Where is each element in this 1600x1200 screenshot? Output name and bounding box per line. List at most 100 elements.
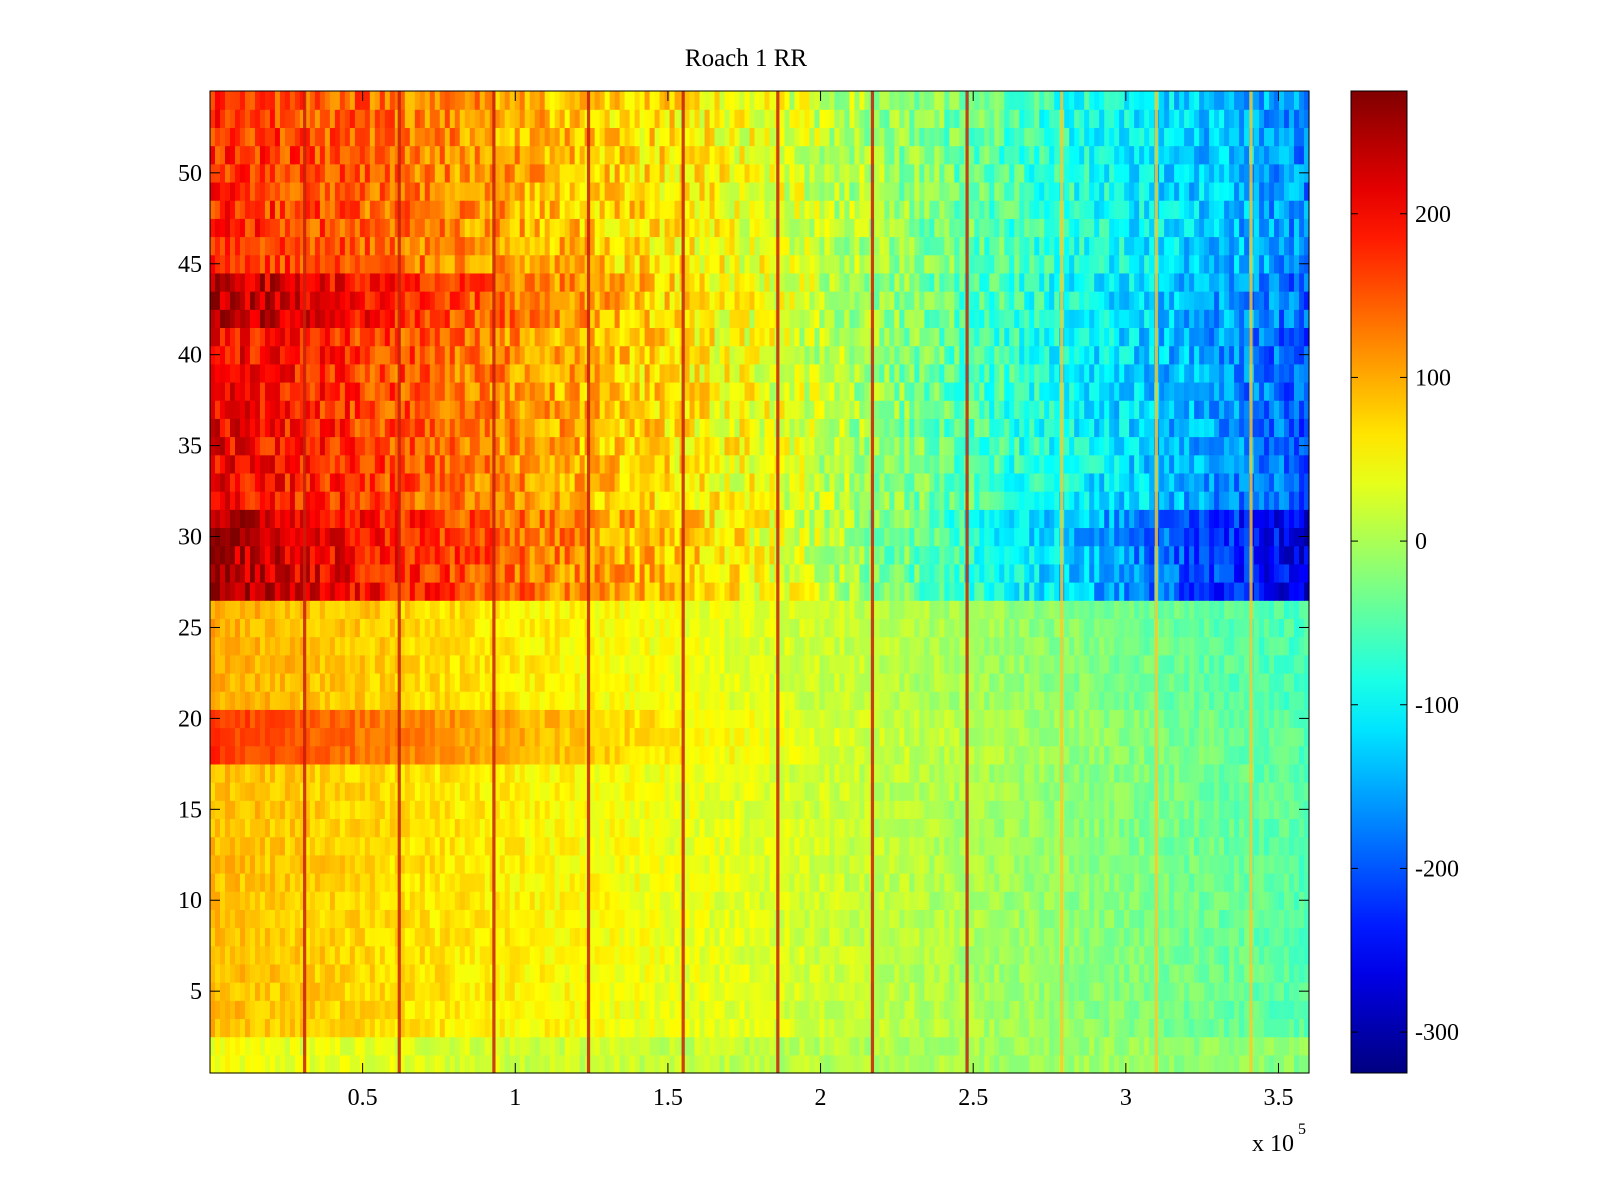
heatmap-cell bbox=[509, 672, 516, 692]
heatmap-cell bbox=[1224, 927, 1230, 947]
heatmap-cell bbox=[1269, 782, 1275, 801]
heatmap-cell bbox=[239, 782, 246, 801]
heatmap-cell bbox=[844, 982, 851, 1001]
heatmap-cell bbox=[969, 872, 975, 892]
heatmap-cell bbox=[824, 818, 831, 838]
heatmap-cell bbox=[529, 1036, 536, 1056]
heatmap-cell bbox=[729, 1018, 736, 1038]
heatmap-cell bbox=[749, 745, 756, 765]
heatmap-cell bbox=[684, 727, 691, 747]
heatmap-cell bbox=[1279, 818, 1285, 838]
heatmap-cell bbox=[1279, 872, 1285, 892]
heatmap-cell bbox=[224, 854, 231, 874]
heatmap-cell bbox=[1289, 800, 1295, 820]
heatmap-cell bbox=[219, 1018, 226, 1038]
heatmap-cell bbox=[374, 945, 381, 965]
heatmap-cell bbox=[934, 654, 940, 674]
heatmap-cell bbox=[619, 1000, 626, 1020]
heatmap-cell bbox=[354, 982, 361, 1001]
heatmap-cell bbox=[574, 982, 581, 1001]
heatmap-cell bbox=[509, 1000, 516, 1020]
heatmap-cell bbox=[1189, 982, 1195, 1001]
heatmap-cell bbox=[389, 763, 396, 783]
heatmap-cell bbox=[594, 800, 601, 820]
heatmap-cell bbox=[524, 763, 531, 783]
heatmap-cell bbox=[929, 1054, 935, 1074]
heatmap-cell bbox=[709, 1018, 716, 1038]
heatmap-cell bbox=[314, 672, 321, 692]
heatmap-cell bbox=[904, 782, 910, 801]
heatmap-cell bbox=[1174, 782, 1180, 801]
heatmap-cell bbox=[229, 745, 236, 765]
heatmap-cell bbox=[789, 891, 796, 910]
heatmap-cell bbox=[1039, 763, 1045, 783]
heatmap-cell bbox=[759, 818, 766, 838]
heatmap-cell bbox=[614, 1054, 621, 1074]
heatmap-cell bbox=[1279, 1018, 1285, 1038]
heatmap-cell bbox=[929, 654, 935, 674]
heatmap-cell bbox=[1064, 909, 1070, 929]
heatmap-cell bbox=[224, 982, 231, 1001]
heatmap-cell bbox=[699, 818, 706, 838]
heatmap-cell bbox=[1089, 800, 1095, 820]
heatmap-cell bbox=[674, 654, 681, 674]
heatmap-cell bbox=[684, 982, 691, 1001]
heatmap-cell bbox=[284, 800, 291, 820]
heatmap-cell bbox=[484, 1018, 491, 1038]
heatmap-cell bbox=[924, 654, 930, 674]
heatmap-cell bbox=[464, 1000, 471, 1020]
heatmap-cell bbox=[1229, 982, 1235, 1001]
heatmap-cell bbox=[269, 963, 276, 983]
heatmap-cell bbox=[959, 909, 965, 929]
heatmap-cell bbox=[409, 1054, 416, 1074]
heatmap-cell bbox=[694, 782, 701, 801]
heatmap-cell bbox=[279, 709, 286, 729]
heatmap-cell bbox=[579, 945, 586, 965]
heatmap-cell bbox=[684, 654, 691, 674]
heatmap-cell bbox=[1179, 963, 1185, 983]
heatmap-cell bbox=[319, 1054, 326, 1074]
heatmap-cell bbox=[769, 854, 776, 874]
heatmap-cell bbox=[1274, 872, 1280, 892]
heatmap-cell bbox=[409, 763, 416, 783]
heatmap-cell bbox=[469, 745, 476, 765]
heatmap-cell bbox=[289, 1036, 296, 1056]
heatmap-cell bbox=[414, 818, 421, 838]
heatmap-cell bbox=[949, 909, 955, 929]
heatmap-cell bbox=[969, 1018, 975, 1038]
heatmap-cell bbox=[319, 709, 326, 729]
heatmap-cell bbox=[874, 709, 880, 729]
heatmap-cell bbox=[634, 672, 641, 692]
heatmap-cell bbox=[694, 963, 701, 983]
heatmap-cell bbox=[1294, 909, 1300, 929]
heatmap-cell bbox=[569, 1054, 576, 1074]
heatmap-cell bbox=[299, 818, 306, 838]
heatmap-cell bbox=[1179, 891, 1185, 910]
heatmap-cell bbox=[304, 782, 311, 801]
heatmap-cell bbox=[979, 727, 985, 747]
heatmap-cell bbox=[1069, 800, 1075, 820]
heatmap-cell bbox=[954, 691, 960, 710]
heatmap-cell bbox=[1259, 836, 1265, 856]
heatmap-cell bbox=[369, 691, 376, 710]
heatmap-cell bbox=[254, 891, 261, 910]
heatmap-cell bbox=[1099, 927, 1105, 947]
heatmap-cell bbox=[234, 1000, 241, 1020]
heatmap-cell bbox=[899, 782, 905, 801]
heatmap-cell bbox=[364, 854, 371, 874]
heatmap-cell bbox=[1229, 872, 1235, 892]
heatmap-cell bbox=[994, 854, 1000, 874]
heatmap-cell bbox=[749, 782, 756, 801]
heatmap-cell bbox=[769, 1018, 776, 1038]
heatmap-cell bbox=[809, 800, 816, 820]
heatmap-cell bbox=[569, 836, 576, 856]
heatmap-cell bbox=[589, 800, 596, 820]
heatmap-cell bbox=[694, 654, 701, 674]
heatmap-cell bbox=[264, 909, 271, 929]
heatmap-cell bbox=[629, 672, 636, 692]
heatmap-cell bbox=[329, 654, 336, 674]
heatmap-cell bbox=[379, 963, 386, 983]
heatmap-cell bbox=[659, 836, 666, 856]
heatmap-cell bbox=[484, 654, 491, 674]
heatmap-cell bbox=[464, 763, 471, 783]
